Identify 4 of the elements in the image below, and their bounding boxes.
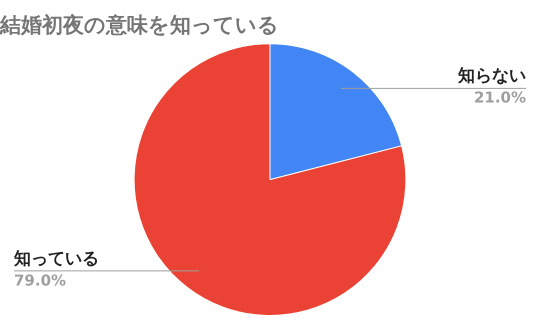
slice-label: 知らない — [457, 66, 526, 86]
data-label: 21.0% — [474, 88, 526, 107]
slice-label: 知っている — [13, 248, 99, 269]
data-label: 79.0% — [14, 271, 66, 290]
